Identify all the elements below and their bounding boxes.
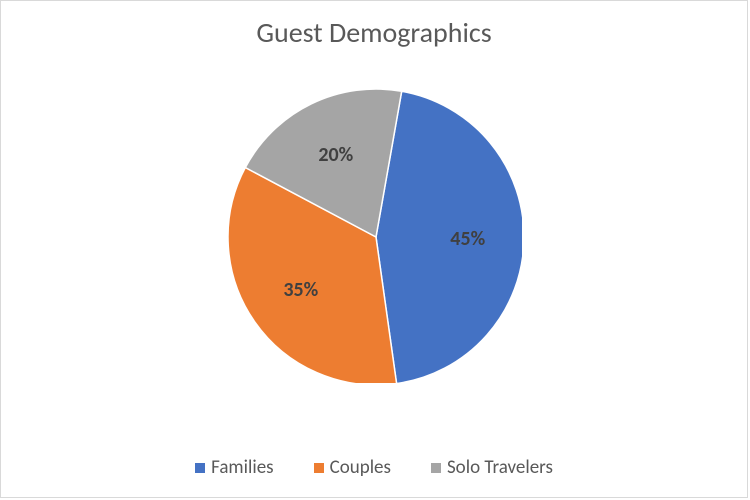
legend-swatch-icon [195,463,205,473]
slice-label-couples: 35% [283,278,318,302]
legend-swatch-icon [314,463,324,473]
legend-item-couples: Couples [314,456,391,479]
legend: Families Couples Solo Travelers [1,456,747,479]
pie-slice-families [376,91,522,383]
slice-label-families: 45% [450,227,485,251]
legend-swatch-icon [431,463,441,473]
legend-item-solo-travelers: Solo Travelers [431,456,553,479]
legend-label: Couples [330,456,391,479]
slice-label-solo-travelers: 20% [318,143,353,167]
chart-title: Guest Demographics [1,15,747,50]
pie-plot-area: 45% 35% 20% [226,87,522,383]
legend-label: Solo Travelers [447,456,553,479]
legend-item-families: Families [195,456,273,479]
pie-chart-frame: Guest Demographics 45% 35% 20% Families Cou… [0,0,748,498]
legend-label: Families [211,456,273,479]
